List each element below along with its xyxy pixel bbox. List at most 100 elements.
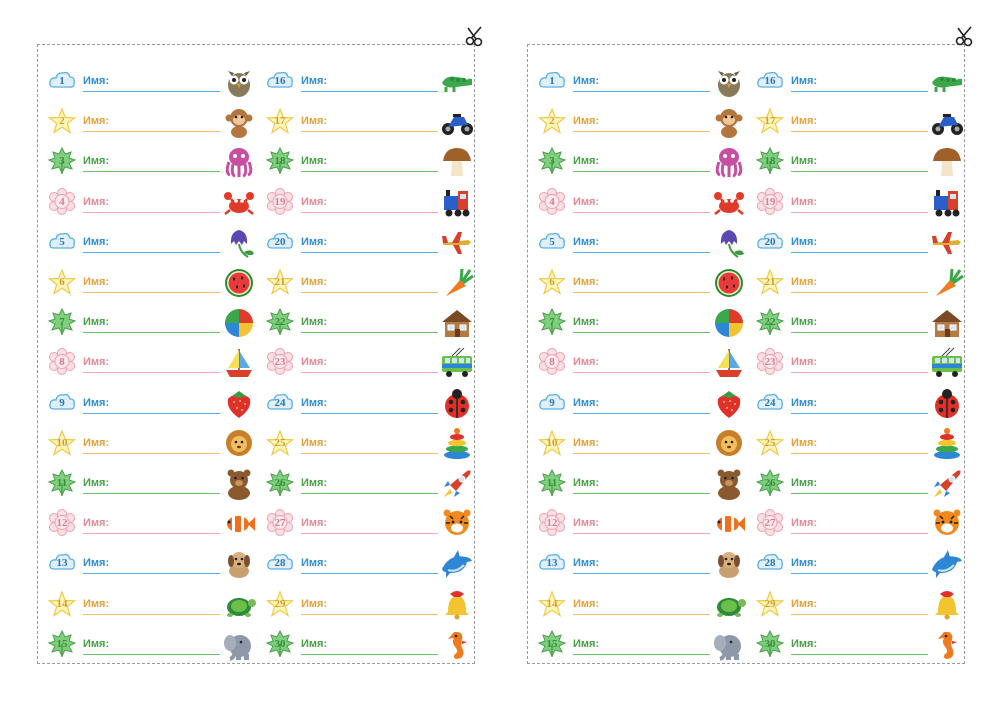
label-number: 11 bbox=[56, 477, 68, 489]
name-caption: Имя: bbox=[791, 115, 818, 128]
name-write-line bbox=[301, 292, 438, 293]
cloud-badge: 16 bbox=[266, 67, 294, 95]
name-label-row: 23 Имя: bbox=[266, 342, 474, 382]
name-caption: Имя: bbox=[83, 637, 110, 650]
label-number: 4 bbox=[549, 195, 555, 208]
name-label-row: 6 Имя: bbox=[538, 262, 746, 302]
bear-icon bbox=[227, 469, 251, 500]
cloud-shape-icon bbox=[267, 393, 293, 410]
label-number: 8 bbox=[549, 356, 555, 369]
name-label-row: 12 Имя: bbox=[538, 503, 746, 543]
name-write-line bbox=[791, 372, 928, 374]
label-number: 3 bbox=[549, 155, 555, 168]
flower-shape-icon bbox=[49, 187, 75, 215]
label-number: 7 bbox=[549, 316, 555, 329]
star-badge: 2 bbox=[48, 107, 76, 135]
flower-shape-icon bbox=[757, 187, 783, 215]
star-shape-icon bbox=[756, 429, 784, 456]
leaf-badge: 7 bbox=[48, 308, 76, 336]
name-caption: Имя: bbox=[301, 477, 328, 489]
label-number: 29 bbox=[274, 597, 286, 610]
name-caption: Имя: bbox=[301, 276, 328, 288]
name-label-row: 10 Имя: bbox=[538, 423, 746, 463]
name-write-line bbox=[791, 452, 928, 454]
name-write-line bbox=[301, 412, 438, 414]
star-shape-icon bbox=[756, 268, 784, 295]
leaf-badge: 15 bbox=[538, 629, 566, 658]
name-label-row: 22 Имя: bbox=[266, 302, 474, 342]
star-shape-icon bbox=[538, 589, 566, 617]
label-number: 30 bbox=[274, 637, 286, 650]
label-number: 20 bbox=[274, 235, 286, 248]
cloud-badge: 24 bbox=[756, 389, 784, 417]
name-label-row: 6 Имя: bbox=[48, 262, 256, 302]
name-caption: Имя: bbox=[83, 557, 110, 570]
name-caption: Имя: bbox=[301, 356, 328, 369]
leaf-badge: 18 bbox=[266, 147, 294, 175]
name-caption: Имя: bbox=[791, 155, 818, 168]
cloud-badge: 1 bbox=[538, 67, 566, 95]
leaf-shape-icon bbox=[48, 147, 76, 175]
name-label-row: 30 Имя: bbox=[266, 624, 474, 664]
mushroom-icon bbox=[443, 148, 471, 177]
cloud-badge: 13 bbox=[48, 549, 76, 577]
name-write-line bbox=[301, 251, 438, 253]
name-write-line bbox=[301, 493, 438, 494]
airplane-icon bbox=[442, 231, 471, 254]
label-sheet-left: 1 Имя: 2 Имя: 3 Имя: 4 Имя: 5 Имя: 6 Имя: 7 Имя: 8 Имя:… bbox=[37, 26, 483, 664]
elephant-icon bbox=[714, 634, 741, 661]
sailboat-icon bbox=[226, 349, 252, 378]
name-label-row: 5 Имя: bbox=[48, 222, 256, 262]
name-label-row: 19 Имя: bbox=[756, 182, 964, 222]
leaf-shape-icon bbox=[538, 469, 566, 497]
turtle-icon bbox=[227, 597, 256, 617]
name-caption: Имя: bbox=[573, 396, 600, 409]
name-write-line bbox=[83, 613, 220, 615]
label-number: 22 bbox=[274, 316, 286, 329]
flower-badge: 8 bbox=[538, 348, 566, 376]
name-label-row: 16 Имя: bbox=[266, 61, 474, 101]
label-number: 22 bbox=[764, 316, 776, 329]
cloud-badge: 20 bbox=[266, 228, 294, 256]
name-caption: Имя: bbox=[791, 477, 818, 489]
name-write-line bbox=[791, 292, 928, 293]
name-label-row: 18 Имя: bbox=[756, 141, 964, 181]
name-write-line bbox=[573, 91, 710, 92]
name-caption: Имя: bbox=[573, 436, 600, 449]
star-badge: 25 bbox=[756, 429, 784, 457]
name-write-line bbox=[301, 211, 438, 213]
name-write-line bbox=[791, 251, 928, 253]
name-caption: Имя: bbox=[301, 235, 328, 248]
bellflower-icon bbox=[230, 229, 254, 258]
label-number: 3 bbox=[59, 155, 65, 168]
star-badge: 10 bbox=[538, 429, 566, 457]
label-number: 19 bbox=[764, 195, 776, 208]
scissors-icon bbox=[465, 26, 483, 47]
tiger-icon bbox=[933, 509, 961, 536]
label-number: 12 bbox=[56, 517, 68, 530]
star-shape-icon bbox=[266, 429, 294, 456]
name-caption: Имя: bbox=[791, 75, 818, 87]
cloud-shape-icon bbox=[757, 232, 783, 249]
label-number: 7 bbox=[59, 316, 65, 329]
carrot-icon bbox=[446, 268, 474, 296]
name-label-row: 22 Имя: bbox=[756, 302, 964, 342]
strawberry-icon bbox=[227, 390, 251, 418]
dolphin-icon bbox=[932, 550, 962, 579]
name-write-line bbox=[791, 613, 928, 615]
name-label-row: 5 Имя: bbox=[538, 222, 746, 262]
beach-ball-icon bbox=[715, 309, 743, 338]
name-write-line bbox=[791, 171, 928, 173]
airplane-icon bbox=[932, 231, 961, 254]
name-caption: Имя: bbox=[301, 597, 328, 610]
name-label-row: 27 Имя: bbox=[266, 503, 474, 543]
label-number: 21 bbox=[274, 276, 286, 288]
star-shape-icon bbox=[756, 589, 784, 617]
name-caption: Имя: bbox=[83, 75, 110, 87]
name-write-line bbox=[301, 573, 438, 575]
leaf-shape-icon bbox=[48, 469, 76, 497]
leaf-badge: 22 bbox=[266, 308, 294, 336]
flower-shape-icon bbox=[267, 348, 293, 376]
cloud-shape-icon bbox=[757, 393, 783, 410]
label-number: 14 bbox=[56, 597, 68, 610]
